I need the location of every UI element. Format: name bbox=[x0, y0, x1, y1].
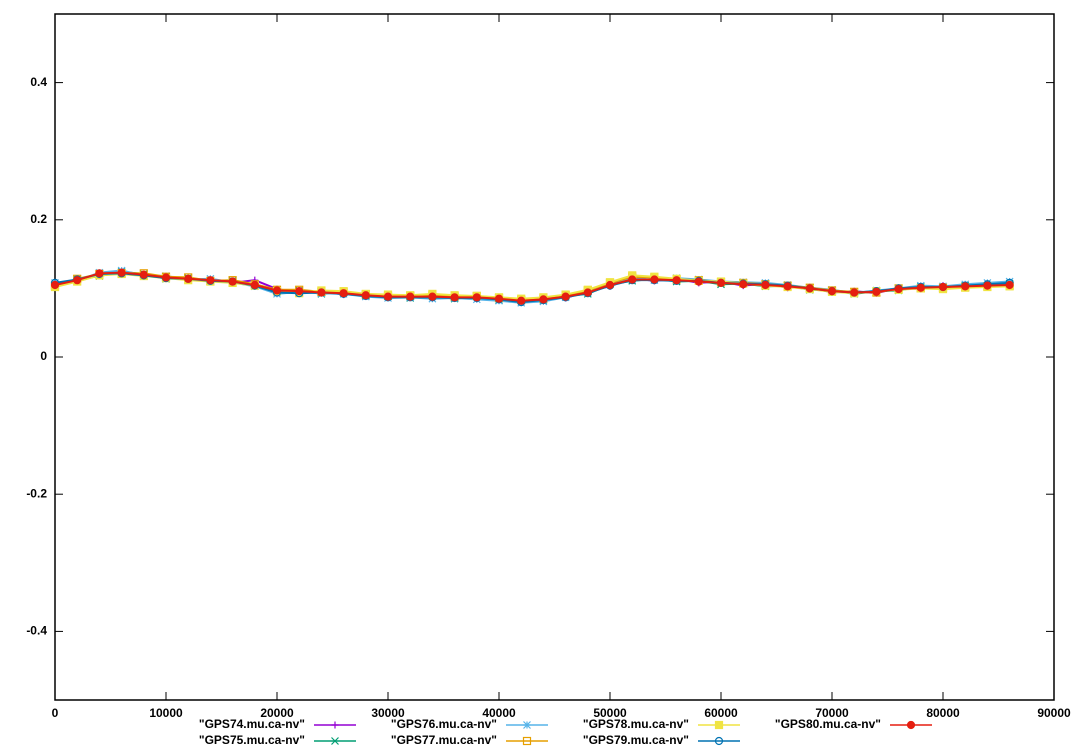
point bbox=[1005, 280, 1014, 290]
x-tick-label: 90000 bbox=[1037, 706, 1071, 720]
point bbox=[272, 286, 282, 295]
point bbox=[539, 295, 548, 304]
point bbox=[783, 282, 792, 291]
point bbox=[672, 276, 681, 285]
x-tick-label: 60000 bbox=[704, 706, 738, 720]
y-tick-label: 0.2 bbox=[30, 212, 47, 226]
point bbox=[117, 268, 126, 277]
point bbox=[450, 293, 459, 302]
point bbox=[184, 274, 193, 283]
point bbox=[628, 275, 637, 284]
point bbox=[739, 280, 748, 289]
point bbox=[161, 273, 171, 282]
point bbox=[761, 280, 770, 290]
point bbox=[228, 277, 237, 286]
legend-label: "GPS80.mu.ca-nv" bbox=[775, 717, 881, 731]
point bbox=[95, 269, 104, 278]
point bbox=[716, 278, 726, 288]
x-tick-label: 30000 bbox=[371, 706, 405, 720]
legend-label: "GPS77.mu.ca-nv" bbox=[391, 733, 497, 747]
legend-label: "GPS74.mu.ca-nv" bbox=[199, 717, 305, 731]
point bbox=[906, 720, 916, 730]
x-tick-label: 80000 bbox=[926, 706, 960, 720]
point bbox=[317, 288, 326, 297]
point bbox=[428, 292, 437, 301]
legend-label: "GPS75.mu.ca-nv" bbox=[199, 733, 305, 747]
point bbox=[827, 287, 837, 296]
series-line bbox=[54, 272, 1010, 300]
point bbox=[805, 284, 814, 293]
point bbox=[872, 287, 881, 296]
series-line bbox=[54, 271, 1010, 302]
point bbox=[605, 280, 615, 290]
x-tick-label: 40000 bbox=[482, 706, 516, 720]
point bbox=[523, 721, 531, 729]
point bbox=[494, 294, 504, 303]
point bbox=[383, 292, 393, 301]
point bbox=[250, 280, 259, 290]
x-tick-label: 0 bbox=[52, 706, 59, 720]
point bbox=[50, 280, 60, 290]
point bbox=[650, 275, 659, 284]
point bbox=[295, 287, 304, 296]
point bbox=[73, 276, 82, 285]
point bbox=[583, 288, 592, 297]
y-tick-label: 0 bbox=[40, 349, 47, 363]
point bbox=[331, 737, 339, 745]
point bbox=[714, 736, 724, 746]
series-line bbox=[54, 270, 1010, 302]
y-tick-label: -0.4 bbox=[26, 624, 47, 638]
point bbox=[206, 276, 215, 285]
point bbox=[561, 292, 570, 301]
point bbox=[938, 282, 948, 292]
point bbox=[331, 721, 339, 729]
point bbox=[916, 283, 925, 292]
x-tick-label: 20000 bbox=[260, 706, 294, 720]
point bbox=[406, 292, 415, 301]
legend-label: "GPS78.mu.ca-nv" bbox=[583, 717, 689, 731]
y-tick-label: -0.2 bbox=[26, 486, 47, 500]
point bbox=[339, 289, 348, 298]
x-tick-label: 10000 bbox=[149, 706, 183, 720]
point bbox=[714, 720, 724, 730]
x-tick-label: 70000 bbox=[815, 706, 849, 720]
legend-label: "GPS79.mu.ca-nv" bbox=[583, 733, 689, 747]
point bbox=[139, 270, 148, 279]
point bbox=[472, 293, 481, 302]
point bbox=[694, 277, 703, 286]
plot-frame bbox=[54, 13, 1055, 701]
point bbox=[850, 288, 859, 297]
point bbox=[517, 296, 526, 305]
series-line bbox=[54, 272, 1010, 302]
point bbox=[522, 736, 532, 746]
y-tick-label: 0.4 bbox=[30, 75, 47, 89]
point bbox=[361, 291, 370, 300]
legend-label: "GPS76.mu.ca-nv" bbox=[391, 717, 497, 731]
point bbox=[983, 281, 992, 290]
x-tick-label: 50000 bbox=[593, 706, 627, 720]
point bbox=[961, 282, 970, 291]
point bbox=[894, 284, 903, 294]
